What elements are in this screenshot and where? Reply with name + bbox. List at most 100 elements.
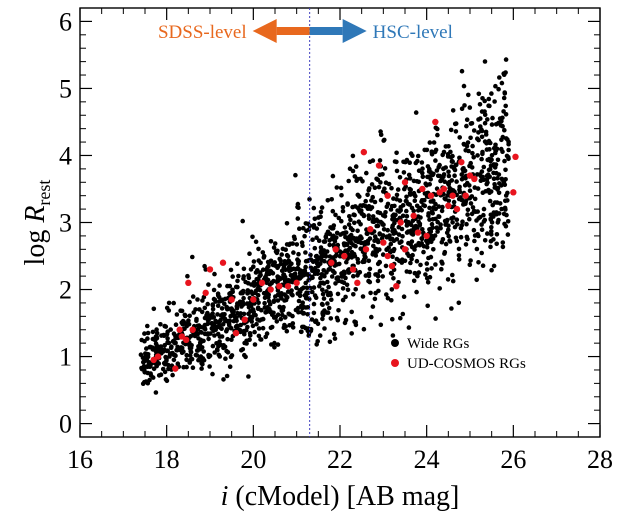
wide-rg-point <box>427 140 433 145</box>
wide-rg-point <box>339 218 344 224</box>
wide-rg-point <box>489 153 495 158</box>
wide-rg-point <box>327 267 332 272</box>
wide-rg-point <box>154 330 160 336</box>
wide-rg-point <box>410 218 416 223</box>
wide-rg-point <box>444 230 450 235</box>
wide-rg-point <box>433 158 438 163</box>
wide-rg-point <box>165 336 170 341</box>
wide-rg-point <box>245 281 251 286</box>
wide-rg-point <box>424 275 430 281</box>
wide-rg-point <box>471 208 477 214</box>
wide-rg-point <box>371 219 377 225</box>
wide-rg-point <box>441 149 447 155</box>
wide-rg-point <box>179 308 185 314</box>
wide-rg-point <box>474 277 480 283</box>
wide-rg-point <box>184 352 189 358</box>
wide-rg-point <box>431 140 437 145</box>
wide-rg-point <box>404 194 409 200</box>
wide-rg-point <box>427 205 432 211</box>
wide-rg-point <box>229 337 234 343</box>
wide-rg-point <box>478 124 483 129</box>
wide-rg-point <box>358 222 363 227</box>
wide-rg-point <box>352 220 357 226</box>
wide-rg-point <box>247 251 252 256</box>
wide-rg-point <box>454 179 459 184</box>
wide-rg-point <box>410 252 415 258</box>
ud-cosmos-rg-point <box>219 259 227 266</box>
wide-rg-point <box>450 278 456 284</box>
wide-rg-point <box>213 319 219 325</box>
wide-rg-point <box>308 285 313 291</box>
wide-rg-point <box>303 325 308 331</box>
wide-rg-point <box>408 192 413 197</box>
wide-rg-point <box>459 197 464 203</box>
wide-rg-point <box>370 214 376 219</box>
wide-rg-point <box>344 282 350 288</box>
wide-rg-point <box>318 209 324 215</box>
wide-rg-point <box>283 294 289 299</box>
ud-cosmos-rg-point <box>436 189 443 196</box>
wide-rg-point <box>482 59 488 64</box>
ud-cosmos-rg-point <box>449 192 456 199</box>
wide-rg-point <box>161 333 167 339</box>
wide-rg-point <box>251 259 257 264</box>
legend-label: Wide RGs <box>407 336 469 352</box>
wide-rg-point <box>368 290 373 296</box>
ud-cosmos-rg-point <box>150 356 157 364</box>
wide-rg-point <box>397 198 403 203</box>
wide-rg-point <box>190 294 196 299</box>
wide-rg-point <box>297 226 302 231</box>
wide-rg-point <box>458 225 464 231</box>
wide-rg-point <box>283 314 288 320</box>
wide-rg-point <box>394 192 400 198</box>
wide-rg-point <box>227 283 233 289</box>
wide-rg-point <box>342 320 348 326</box>
wide-rg-point <box>320 287 325 293</box>
wide-rg-point <box>453 129 459 134</box>
wide-rg-point <box>328 316 334 321</box>
wide-rg-point <box>261 253 267 259</box>
wide-rg-point <box>270 262 276 268</box>
wide-rg-point <box>503 193 509 198</box>
wide-rg-point <box>276 277 282 282</box>
wide-rg-point <box>335 242 341 248</box>
wide-rg-point <box>427 217 432 222</box>
ud-cosmos-rg-point <box>258 279 266 287</box>
wide-rg-point <box>424 147 430 153</box>
y-tick-label: 6 <box>59 7 72 36</box>
wide-rg-point <box>374 176 379 182</box>
wide-rg-point <box>355 273 360 278</box>
wide-rg-point <box>367 266 373 272</box>
wide-rg-point <box>351 292 356 297</box>
wide-rg-point <box>465 212 470 217</box>
wide-rg-point <box>475 172 480 177</box>
wide-rg-point <box>310 275 315 281</box>
wide-rg-point <box>353 164 359 169</box>
wide-rg-point <box>228 354 234 360</box>
wide-rg-point <box>212 350 217 355</box>
wide-rg-point <box>215 291 221 297</box>
wide-rg-point <box>398 208 404 213</box>
wide-rg-point <box>319 272 325 277</box>
wide-rg-point <box>372 296 378 302</box>
wide-rg-point <box>142 355 147 360</box>
wide-rg-point <box>319 205 325 210</box>
wide-rg-point <box>474 246 480 252</box>
wide-rg-point <box>435 219 441 225</box>
wide-rg-point <box>290 325 296 330</box>
wide-rg-point <box>345 287 351 293</box>
wide-rg-point <box>503 70 508 75</box>
wide-rg-point <box>503 57 509 62</box>
wide-rg-point <box>457 187 462 192</box>
wide-rg-point <box>414 289 419 295</box>
ud-cosmos-rg-point <box>293 279 300 287</box>
wide-rg-point <box>461 166 466 171</box>
x-tick-label: 24 <box>414 445 440 474</box>
wide-rg-point <box>329 197 335 202</box>
wide-rg-point <box>321 296 327 301</box>
wide-rg-point <box>314 226 320 231</box>
wide-rg-point <box>496 190 502 196</box>
wide-rg-point <box>407 269 413 275</box>
wide-rg-point <box>461 175 466 181</box>
wide-rg-point <box>491 176 497 181</box>
